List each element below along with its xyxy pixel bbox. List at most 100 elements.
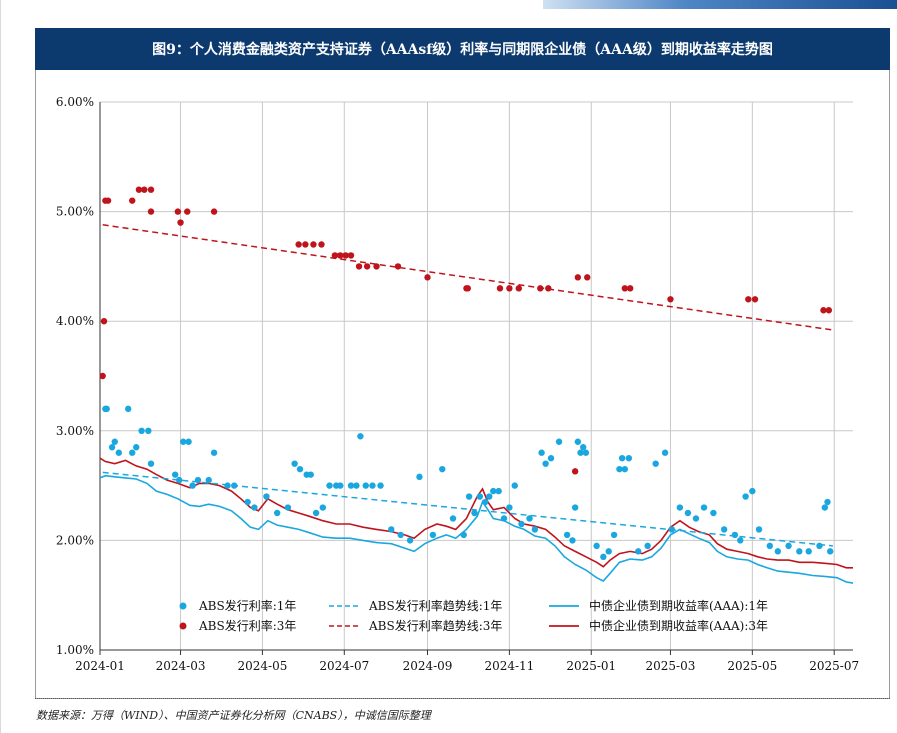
abs-1y-point <box>580 444 587 451</box>
y-tick-label: 3.00% <box>56 424 94 438</box>
abs-1y-point <box>542 460 549 467</box>
abs-1y-point <box>124 405 132 413</box>
abs-1y-point <box>377 482 384 489</box>
x-tick-label: 2025-01 <box>566 659 616 673</box>
abs-1y-point <box>821 504 829 511</box>
abs-1y-point <box>460 531 467 539</box>
abs-3y-point <box>745 296 752 303</box>
abs-1y-point <box>731 531 739 539</box>
abs-1y-point <box>194 476 202 484</box>
abs-1y-point <box>582 449 590 456</box>
abs-1y-point <box>108 444 116 451</box>
abs-1y-point <box>526 515 533 522</box>
legend-label: 中债企业债到期收益率(AAA):3年 <box>589 618 768 633</box>
y-tick-label: 5.00% <box>56 205 94 219</box>
abs-1y-point <box>644 542 651 550</box>
abs-3y-point <box>574 274 582 281</box>
y-tick-label: 6.00% <box>56 95 94 109</box>
abs-1y-point <box>577 449 584 456</box>
abs-1y-point <box>145 427 152 434</box>
abs-1y-point <box>319 504 327 511</box>
abs-3y-point <box>584 274 591 281</box>
abs-1y-point <box>231 482 238 489</box>
abs-1y-point <box>291 460 298 467</box>
abs-1y-point <box>284 504 292 511</box>
abs-1y-point <box>449 515 457 522</box>
abs-3y-point <box>337 252 344 259</box>
legend-label: ABS发行利率趋势线:3年 <box>368 618 502 633</box>
abs-1y-point <box>465 493 473 500</box>
abs-3y-point <box>100 318 108 325</box>
legend-label: ABS发行利率:3年 <box>198 618 296 633</box>
abs-1y-point <box>175 476 183 484</box>
abs-1y-point <box>312 509 320 517</box>
abs-3y-point <box>506 285 513 292</box>
abs-3y-point <box>825 307 833 314</box>
abs-1y-point <box>547 455 555 462</box>
abs-3y-point <box>545 285 552 292</box>
abs-1y-point <box>600 553 607 561</box>
abs-3y-point <box>177 219 184 226</box>
abs-1y-point <box>616 465 623 473</box>
abs-1y-point <box>171 471 179 478</box>
abs-1y-point <box>244 498 251 506</box>
abs-3y-point <box>515 285 522 292</box>
abs-1y-point <box>710 509 717 517</box>
abs-1y-point <box>618 455 626 462</box>
abs-3y-point <box>571 468 579 475</box>
abs-3y-point <box>347 252 355 259</box>
abs-1y-point <box>138 427 145 434</box>
abs-1y-point <box>720 526 728 533</box>
abs-1y-point <box>531 526 539 533</box>
abs-1y-point <box>621 465 629 473</box>
bond-1y-line <box>99 474 854 584</box>
abs-3y-point <box>141 186 148 193</box>
figure-title: 图9：个人消费金融类资产支持证券（AAAsf级）利率与同期限企业债（AAA级）到… <box>35 28 890 70</box>
abs-1y-point <box>610 531 618 539</box>
abs-1y-point <box>362 482 369 489</box>
abs-1y-point <box>692 515 700 522</box>
abs-3y-point <box>174 208 182 215</box>
legend-label: ABS发行利率趋势线:1年 <box>368 598 502 613</box>
x-tick-label: 2024-01 <box>75 659 125 673</box>
abs-1y-point <box>495 487 502 495</box>
abs-1y-point <box>337 482 344 489</box>
abs-3y-point <box>820 307 827 314</box>
abs-1y-point <box>676 504 684 511</box>
legend-label: 中债企业债到期收益率(AAA):1年 <box>589 598 768 613</box>
legend-marker-dot <box>179 602 187 610</box>
abs-1y-point <box>766 542 773 550</box>
abs-1y-point <box>251 504 258 511</box>
chart-area: 1.00% 2.00% 3.00% 4.00% 5.00% 6.00% 2024-01 202… <box>35 70 890 699</box>
abs-1y-point <box>824 498 831 506</box>
abs-1y-point <box>538 449 545 456</box>
abs-3y-point <box>537 285 544 292</box>
y-tick-label: 4.00% <box>56 314 94 328</box>
axes: 1.00% 2.00% 3.00% 4.00% 5.00% 6.00% 2024-01 202… <box>56 95 859 673</box>
abs-3y-point <box>147 186 155 193</box>
abs-1y-point <box>755 526 763 533</box>
abs-1y-point <box>357 433 364 440</box>
abs-1y-point <box>569 537 576 544</box>
abs-1y-point <box>774 548 782 555</box>
page-left-rule <box>0 0 1 733</box>
source-note: 数据来源：万得（WIND）、中国资产证券化分析网（CNABS），中诚信国际整理 <box>36 709 431 722</box>
rate-trend-chart: 1.00% 2.00% 3.00% 4.00% 5.00% 6.00% 2024-01 202… <box>56 95 859 673</box>
abs-3y-point <box>310 241 317 248</box>
abs-3y-point <box>751 296 759 303</box>
abs-3y-point <box>355 263 363 270</box>
abs-3y-point <box>99 372 106 380</box>
abs-1y-point <box>406 537 414 544</box>
abs-3y-point <box>295 241 302 248</box>
x-tick-label: 2024-09 <box>403 659 453 673</box>
abs-1y-point <box>625 455 633 462</box>
abs-1y-point <box>180 438 187 445</box>
abs-1y-point <box>210 449 218 456</box>
abs-1y-point <box>326 482 333 489</box>
abs-1y-point <box>439 465 446 473</box>
abs-1y-point <box>571 504 579 511</box>
abs-1y-point <box>574 438 582 445</box>
abs-1y-point <box>805 548 812 555</box>
x-tick-label: 2024-03 <box>156 659 206 673</box>
abs-1y-point <box>416 473 423 481</box>
